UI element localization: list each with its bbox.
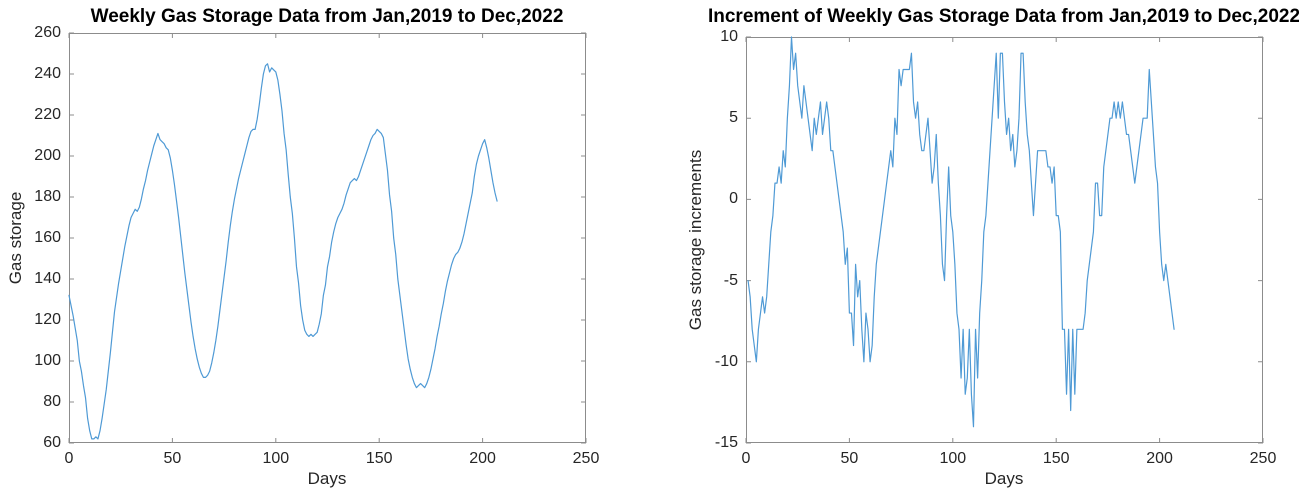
increments-x-axis-label: Days [984, 469, 1024, 488]
x-tick-label: 200 [1146, 450, 1173, 467]
y-tick-label: 200 [34, 147, 61, 164]
axes-box [746, 37, 1263, 443]
x-tick-label: 0 [741, 450, 751, 467]
y-tick-label: 160 [34, 229, 61, 246]
data-line [68, 63, 498, 440]
increments-plot-area [745, 36, 1264, 444]
y-tick-label: 240 [34, 65, 61, 82]
x-tick-label: 50 [163, 450, 182, 467]
axes-box [69, 33, 586, 443]
y-tick-label: 120 [34, 311, 61, 328]
x-tick-label: 150 [1042, 450, 1070, 467]
data-line [747, 36, 1175, 428]
y-tick-label: 5 [729, 109, 738, 127]
storage-plot-svg [68, 32, 587, 444]
y-tick-label: -10 [714, 352, 738, 370]
y-tick-label: 0 [729, 190, 738, 208]
x-tick-label: 200 [469, 450, 496, 467]
y-tick-label: 60 [43, 434, 61, 451]
y-tick-label: -5 [723, 271, 738, 289]
y-tick-label: 100 [34, 352, 61, 369]
x-tick-label: 100 [939, 450, 967, 467]
increments-plot-svg [745, 36, 1264, 444]
x-tick-label: 100 [262, 450, 290, 467]
x-tick-label: 50 [840, 450, 859, 467]
y-tick-label: 10 [720, 28, 738, 45]
y-tick-label: 80 [43, 393, 61, 410]
storage-plot-area [68, 32, 587, 444]
y-tick-label: 140 [34, 270, 61, 287]
y-tick-label: 260 [34, 24, 61, 41]
storage-x-axis-label: Days [307, 469, 347, 488]
x-tick-label: 150 [365, 450, 393, 467]
increments-chart-title: Increment of Weekly Gas Storage Data fro… [707, 6, 1299, 27]
x-tick-label: 250 [1249, 450, 1277, 467]
storage-chart-title: Weekly Gas Storage Data from Jan,2019 to… [90, 6, 564, 27]
increments-y-axis-label: Gas storage increments [686, 149, 705, 331]
y-tick-label: -15 [714, 434, 738, 451]
x-tick-label: 250 [572, 450, 600, 467]
y-tick-label: 180 [34, 188, 61, 205]
y-tick-label: 220 [34, 106, 61, 123]
tick-marks [68, 32, 587, 444]
x-tick-label: 0 [64, 450, 74, 467]
